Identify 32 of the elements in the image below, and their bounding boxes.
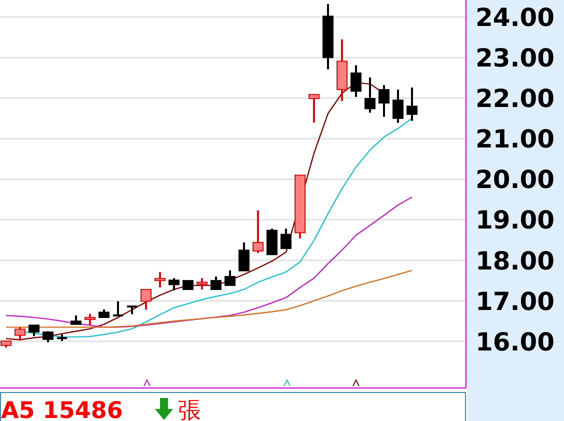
candlestick (406, 86, 418, 122)
y-tick-label: 18.00 (475, 246, 555, 276)
candlestick (350, 64, 362, 98)
line-series (5, 196, 413, 328)
y-tick-label: 22.00 (475, 84, 555, 114)
candlestick (154, 271, 166, 288)
candlestick (224, 269, 236, 286)
text: A5 15486 (1, 398, 123, 421)
candlestick (392, 88, 404, 124)
candlestick (168, 277, 180, 292)
candlestick (364, 76, 376, 114)
y-tick-label: 19.00 (475, 206, 555, 235)
candlestick (14, 326, 26, 342)
y-tick-label: 23.00 (475, 44, 555, 73)
candlestick (210, 276, 222, 290)
candlestick (238, 241, 250, 272)
text: 張 (178, 398, 201, 421)
candlestick (308, 93, 320, 124)
candlestick (112, 300, 124, 316)
y-tick-label: 21.00 (475, 124, 555, 154)
y-tick-label: 24.00 (475, 3, 555, 32)
y-tick-label: 20.00 (475, 165, 555, 194)
candlestick (42, 330, 54, 344)
candlestick (252, 209, 264, 254)
candlestick (28, 324, 40, 338)
y-tick-label: 17.00 (475, 286, 555, 316)
y-tick-label: 16.00 (475, 327, 555, 356)
candlestick (84, 312, 96, 326)
candlestick (280, 228, 292, 250)
candlestick (196, 277, 208, 290)
candlestick (140, 288, 152, 311)
candlestick (378, 84, 390, 118)
